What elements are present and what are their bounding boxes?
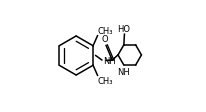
Text: CH₃: CH₃ [97,27,113,36]
Text: CH₃: CH₃ [97,76,113,85]
Text: NH: NH [116,67,129,76]
Text: NH: NH [103,57,115,65]
Text: O: O [101,35,108,44]
Text: HO: HO [117,25,130,34]
